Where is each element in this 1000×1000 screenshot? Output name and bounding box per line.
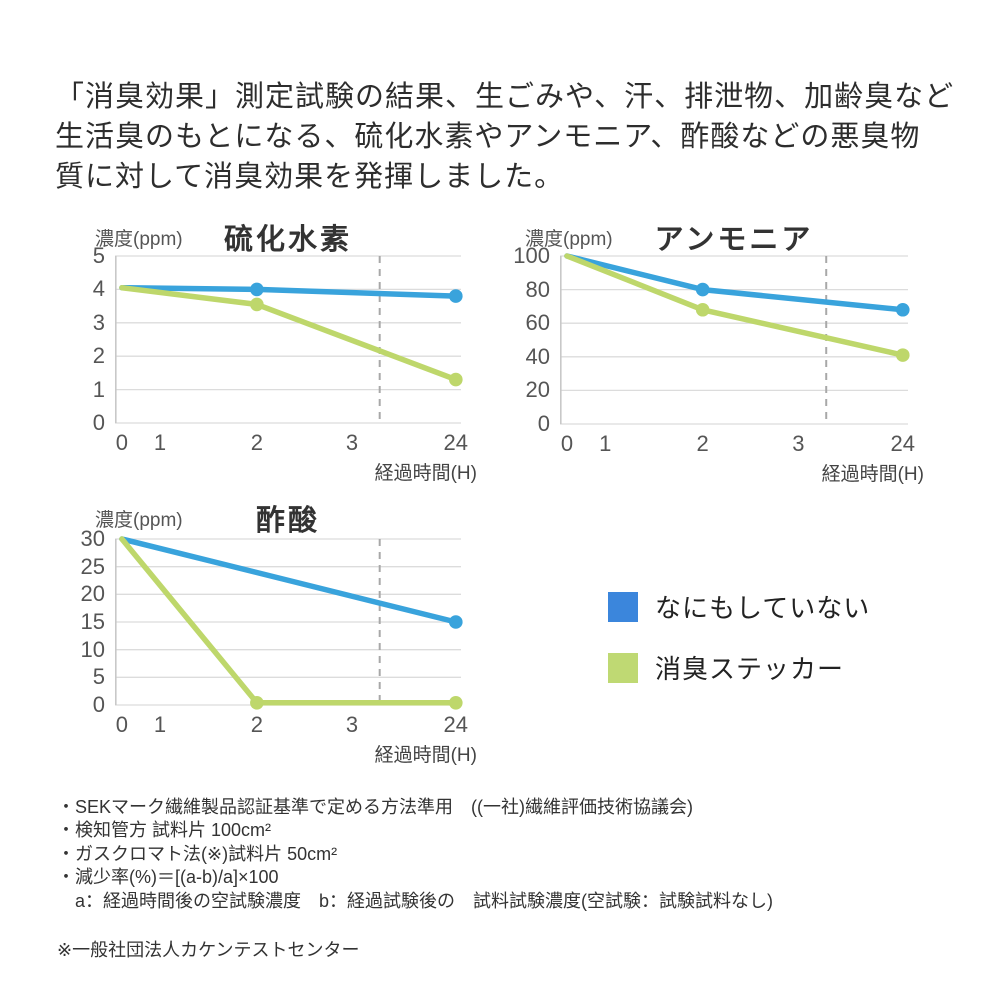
series-line-1 [119, 536, 459, 706]
data-point-0 [449, 289, 463, 303]
y-tick-label: 30 [80, 526, 105, 551]
y-tick-label: 0 [92, 410, 105, 435]
y-tick-label: 2 [92, 343, 105, 369]
data-point-1 [895, 348, 910, 362]
x-axis-label: 経過時間(H) [821, 464, 924, 485]
chart-hydrogen-sulfide: 濃度(ppm) 硫化水素 経過時間(H) 5 4 3 2 1 0 0 1 2 3 24 [85, 216, 485, 484]
chart-ammonia: 濃度(ppm) アンモニア 経過時間(H) 100 80 60 40 20 0 0 1 2 3 24 [513, 216, 945, 485]
chart-plot [115, 255, 463, 424]
footnote-line: ・SEKマーク繊維製品認証基準で定める方法準用 ((一社)繊維評価技術協議会) [57, 797, 693, 817]
x-axis-label: 経過時間(H) [374, 745, 477, 766]
data-point-0 [695, 282, 710, 297]
y-tick-label: 1 [92, 376, 105, 402]
data-point-1 [250, 695, 264, 710]
y-tick-label: 20 [525, 377, 550, 403]
x-tick-label: 24 [443, 430, 469, 455]
page-heading: 「消臭効果」測定試験の結果、生ごみや、汗、排泄物、加齢臭など 生活臭のもとになる… [55, 81, 955, 193]
chart-title: 硫化水素 [223, 224, 352, 256]
x-tick-label: 3 [345, 430, 359, 455]
series-line-1 [119, 284, 459, 383]
x-tick-label: 0 [560, 431, 574, 456]
chart-acetic-acid: 濃度(ppm) 酢酸 経過時間(H) 30 25 20 15 10 5 0 0 1 2 3 24 [81, 497, 485, 766]
y-tick-label: 60 [525, 310, 550, 336]
legend-swatch-blue [608, 591, 638, 622]
y-tick-label: 40 [525, 343, 550, 369]
legend-swatch-green [608, 652, 638, 683]
x-tick-label: 1 [599, 431, 612, 456]
y-axis-unit-label: 濃度(ppm) [95, 229, 183, 250]
x-tick-label: 24 [443, 712, 469, 737]
y-tick-label: 15 [80, 609, 105, 634]
y-tick-label: 25 [80, 553, 105, 579]
footnote-line: a：経過時間後の空試験濃度 b：経過試験後の 試料試験濃度(空試験：試験試料なし… [57, 890, 774, 911]
chart-plot [560, 253, 910, 425]
y-axis-unit-label: 濃度(ppm) [525, 229, 613, 250]
data-point-0 [250, 282, 264, 297]
x-tick-label: 2 [250, 430, 263, 455]
y-tick-label: 100 [513, 243, 550, 268]
legend-label: 消臭ステッカー [655, 654, 845, 684]
footnote-line: ・減少率(%)＝[(a-b)/a]×100 [57, 867, 279, 888]
x-tick-label: 2 [696, 431, 709, 456]
data-point-1 [250, 297, 264, 312]
y-tick-label: 3 [92, 309, 105, 335]
y-tick-label: 4 [92, 276, 105, 302]
y-tick-label: 5 [92, 664, 105, 690]
y-tick-label: 5 [92, 243, 105, 268]
x-tick-label: 3 [345, 712, 359, 737]
y-tick-label: 80 [525, 276, 550, 302]
x-axis-label: 経過時間(H) [374, 463, 477, 484]
x-tick-label: 0 [115, 430, 129, 455]
x-tick-label: 3 [792, 431, 805, 456]
footnotes: ・SEKマーク繊維製品認証基準で定める方法準用 ((一社)繊維評価技術協議会) ・… [57, 796, 773, 913]
series-line-0 [564, 253, 906, 313]
test-center-note: ※一般社団法人カケンテストセンター [57, 940, 360, 960]
legend-item-deodorant-sticker: 消臭ステッカー [608, 649, 870, 686]
data-point-1 [449, 372, 463, 387]
legend-item-untreated: なにもしていない [608, 588, 870, 625]
chart-title: 酢酸 [255, 505, 320, 537]
x-tick-label: 24 [890, 431, 915, 456]
data-point-0 [895, 302, 910, 317]
y-tick-label: 20 [80, 581, 105, 607]
legend-label: なにもしていない [655, 593, 871, 623]
data-point-1 [695, 302, 710, 317]
chart-plot [115, 536, 463, 710]
data-point-1 [449, 695, 463, 710]
series-line-0 [119, 536, 459, 625]
footnote-line: ・検知管方 試料片 100cm² [57, 820, 272, 841]
y-axis-unit-label: 濃度(ppm) [95, 510, 183, 531]
y-tick-label: 10 [80, 636, 105, 662]
x-tick-label: 1 [153, 430, 167, 455]
x-tick-label: 2 [250, 712, 263, 737]
legend: なにもしていない 消臭ステッカー [608, 588, 870, 710]
x-tick-label: 0 [115, 712, 129, 737]
y-tick-label: 0 [537, 411, 550, 436]
x-tick-label: 1 [153, 712, 167, 737]
y-tick-label: 0 [92, 692, 105, 717]
footnote-line: ・ガスクロマト法(※)試料片 50cm² [57, 843, 338, 864]
data-point-0 [449, 615, 463, 629]
chart-title: アンモニア [654, 224, 814, 256]
